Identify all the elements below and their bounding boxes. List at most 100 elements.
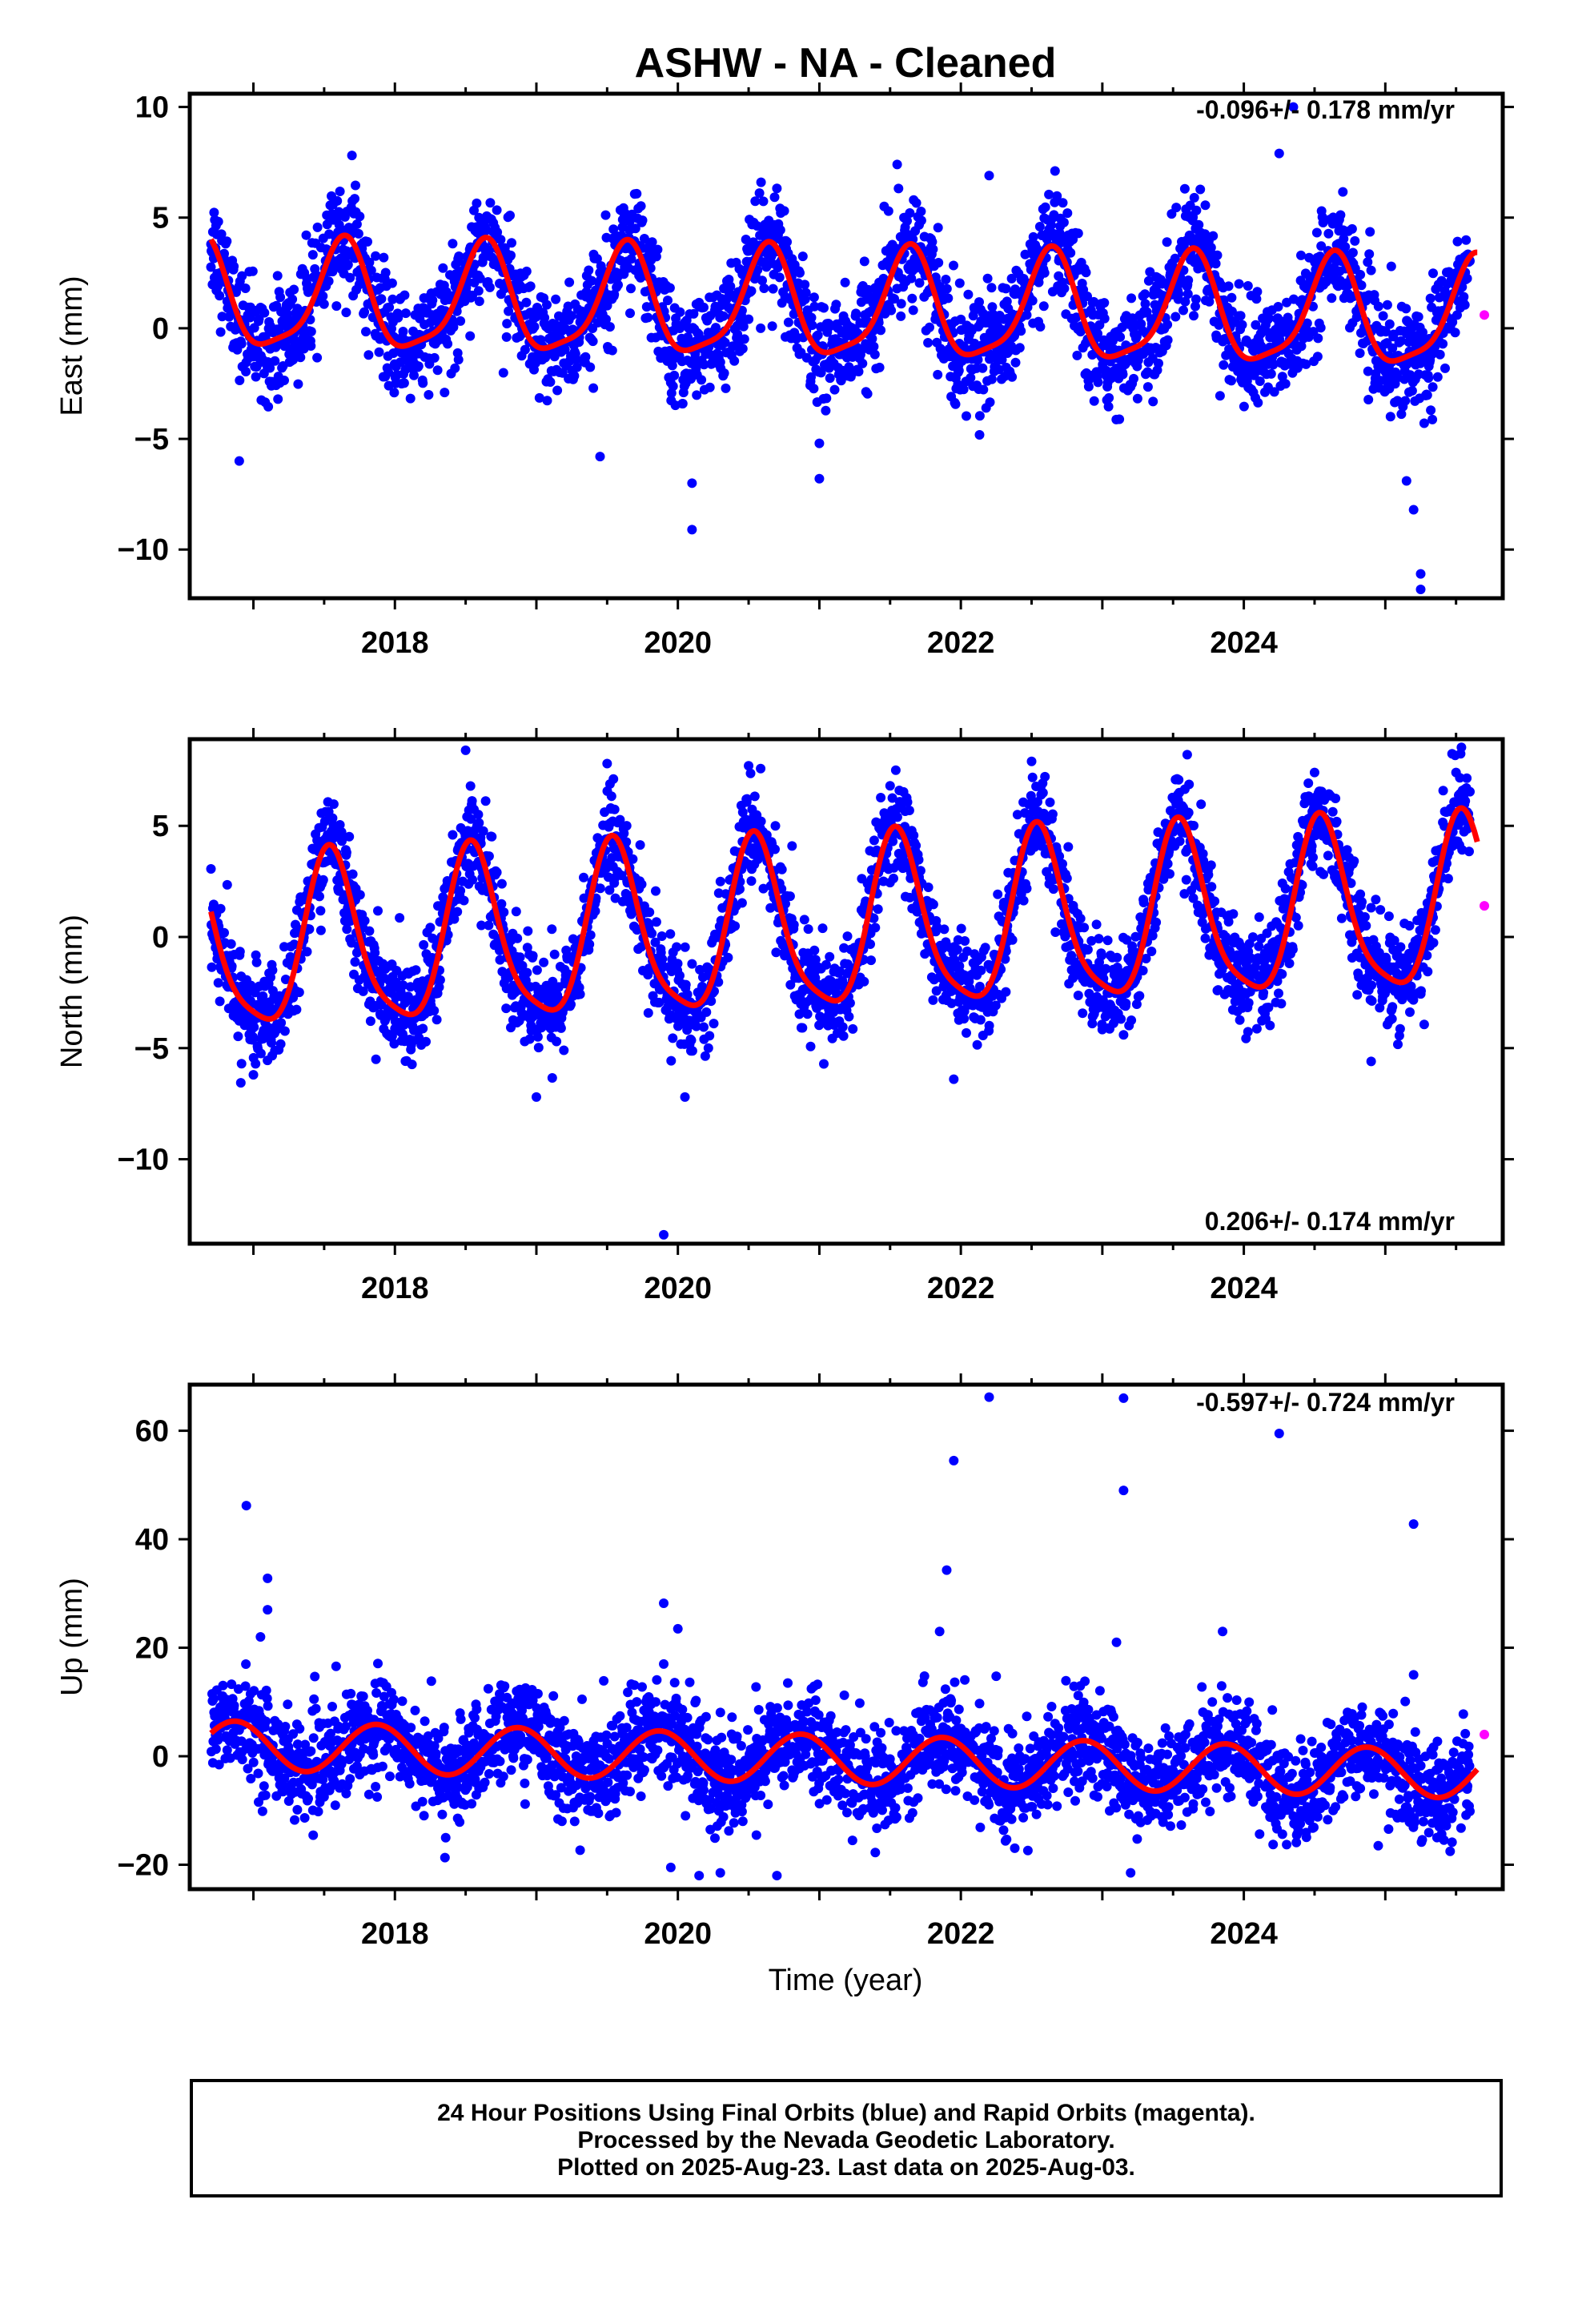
- data-point: [319, 816, 330, 826]
- data-point: [837, 1022, 848, 1032]
- data-point: [411, 965, 421, 975]
- data-point: [1381, 327, 1391, 337]
- data-point: [473, 810, 484, 820]
- data-point: [1131, 332, 1142, 342]
- data-point: [637, 215, 648, 226]
- data-point: [1114, 414, 1125, 424]
- data-point: [896, 299, 906, 309]
- data-point: [350, 194, 359, 204]
- data-point: [807, 320, 817, 331]
- data-point: [492, 867, 502, 878]
- data-point: [857, 358, 868, 368]
- data-point: [567, 311, 576, 321]
- data-point: [248, 1032, 259, 1042]
- data-point: [730, 921, 741, 931]
- data-point: [517, 960, 528, 971]
- data-point: [291, 1004, 302, 1015]
- data-point: [1266, 368, 1276, 379]
- data-point: [746, 876, 757, 887]
- data-point: [777, 864, 787, 875]
- data-point: [1427, 382, 1438, 392]
- data-point: [1263, 313, 1274, 324]
- data-point: [962, 411, 971, 421]
- data-point: [1174, 289, 1184, 299]
- data-point: [499, 907, 509, 918]
- data-point: [438, 263, 448, 273]
- data-point: [927, 237, 938, 247]
- data-point: [621, 821, 632, 831]
- data-point: [304, 924, 315, 935]
- outlier-point: [687, 478, 697, 489]
- data-point: [547, 924, 557, 935]
- data-point: [206, 262, 216, 272]
- data-point: [280, 975, 291, 984]
- data-point: [525, 281, 536, 292]
- data-point: [893, 183, 904, 194]
- data-point: [453, 355, 464, 365]
- data-point: [825, 373, 835, 384]
- data-point: [1089, 296, 1099, 307]
- data-point: [647, 237, 657, 247]
- data-point: [475, 273, 485, 283]
- data-point: [542, 396, 552, 406]
- data-point: [1183, 275, 1194, 285]
- data-point: [222, 879, 232, 890]
- x-tick-label: 2024: [1210, 626, 1278, 660]
- data-point: [1323, 228, 1334, 239]
- data-point: [236, 1059, 247, 1069]
- data-point: [235, 1078, 246, 1088]
- data-point: [1256, 341, 1267, 352]
- data-point: [387, 1031, 397, 1041]
- data-point: [907, 293, 917, 304]
- data-point: [1046, 220, 1056, 231]
- data-point: [1054, 228, 1065, 238]
- y-tick-label: −10: [118, 533, 169, 567]
- data-point: [669, 370, 680, 380]
- data-point: [1047, 809, 1058, 819]
- data-point: [720, 337, 730, 348]
- data-point: [473, 286, 484, 296]
- data-point: [840, 277, 850, 287]
- data-point: [1459, 292, 1469, 302]
- data-point: [978, 363, 988, 373]
- data-point: [876, 325, 886, 336]
- data-point: [1171, 203, 1182, 213]
- data-point: [496, 235, 506, 245]
- data-point: [485, 198, 496, 208]
- data-point: [1204, 296, 1215, 307]
- data-point: [351, 180, 360, 191]
- data-point: [374, 347, 384, 357]
- data-point: [270, 356, 280, 366]
- data-point: [994, 364, 1004, 375]
- data-point: [282, 309, 292, 319]
- data-point: [1315, 323, 1326, 333]
- x-tick-label: 2018: [361, 626, 429, 660]
- data-point: [956, 314, 966, 324]
- data-point: [928, 244, 938, 255]
- data-point: [960, 936, 970, 946]
- data-point: [1413, 312, 1423, 322]
- data-point: [501, 332, 512, 342]
- data-point: [974, 430, 985, 440]
- data-point: [905, 208, 915, 218]
- data-point: [741, 235, 751, 244]
- data-point: [806, 312, 817, 323]
- data-point: [1235, 311, 1246, 321]
- data-point: [289, 939, 299, 950]
- data-point: [355, 211, 365, 222]
- data-point: [904, 806, 914, 815]
- data-point: [973, 355, 983, 365]
- data-point: [1211, 259, 1221, 269]
- data-point: [522, 967, 532, 978]
- data-point: [699, 1022, 709, 1032]
- data-point: [1143, 275, 1154, 286]
- data-point: [572, 362, 582, 372]
- data-point: [1384, 319, 1395, 329]
- data-point: [207, 962, 217, 972]
- data-point: [1103, 401, 1114, 412]
- data-point: [692, 390, 702, 400]
- data-point: [505, 211, 515, 220]
- data-point: [1006, 273, 1017, 283]
- data-point: [1170, 253, 1180, 263]
- outlier-point: [892, 159, 902, 170]
